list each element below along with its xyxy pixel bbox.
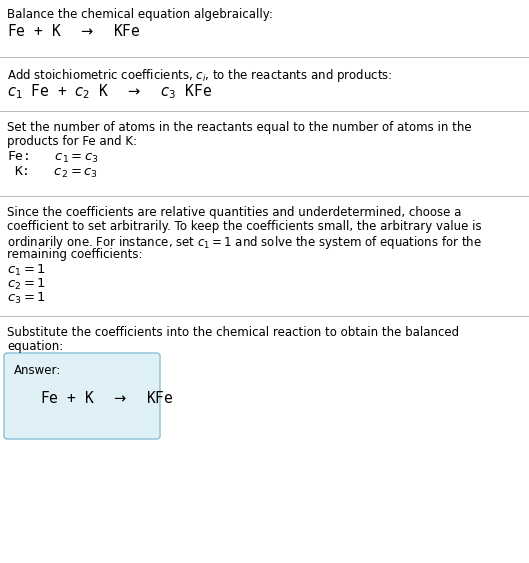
Text: Substitute the coefficients into the chemical reaction to obtain the balanced: Substitute the coefficients into the che…	[7, 326, 459, 339]
Text: Add stoichiometric coefficients, $c_i$, to the reactants and products:: Add stoichiometric coefficients, $c_i$, …	[7, 67, 393, 84]
Text: equation:: equation:	[7, 340, 63, 353]
Text: Fe + K  $\rightarrow$  KFe: Fe + K $\rightarrow$ KFe	[7, 23, 141, 39]
Text: Set the number of atoms in the reactants equal to the number of atoms in the: Set the number of atoms in the reactants…	[7, 121, 472, 134]
Text: Fe:   $c_1 = c_3$: Fe: $c_1 = c_3$	[7, 150, 99, 165]
Text: $c_1 = 1$: $c_1 = 1$	[7, 263, 46, 278]
Text: products for Fe and K:: products for Fe and K:	[7, 135, 137, 148]
Text: K:   $c_2 = c_3$: K: $c_2 = c_3$	[14, 165, 98, 180]
Text: Fe + K  $\rightarrow$  KFe: Fe + K $\rightarrow$ KFe	[40, 390, 174, 406]
Text: Answer:: Answer:	[14, 364, 61, 377]
Text: $c_2 = 1$: $c_2 = 1$	[7, 277, 46, 292]
Text: remaining coefficients:: remaining coefficients:	[7, 248, 142, 261]
Text: $c_3 = 1$: $c_3 = 1$	[7, 291, 46, 306]
Text: Balance the chemical equation algebraically:: Balance the chemical equation algebraica…	[7, 8, 273, 21]
Text: Since the coefficients are relative quantities and underdetermined, choose a: Since the coefficients are relative quan…	[7, 206, 461, 219]
FancyBboxPatch shape	[4, 353, 160, 439]
Text: ordinarily one. For instance, set $c_1 = 1$ and solve the system of equations fo: ordinarily one. For instance, set $c_1 =…	[7, 234, 482, 251]
Text: $c_1$ Fe + $c_2$ K  $\rightarrow$  $c_3$ KFe: $c_1$ Fe + $c_2$ K $\rightarrow$ $c_3$ K…	[7, 82, 212, 101]
Text: coefficient to set arbitrarily. To keep the coefficients small, the arbitrary va: coefficient to set arbitrarily. To keep …	[7, 220, 481, 233]
